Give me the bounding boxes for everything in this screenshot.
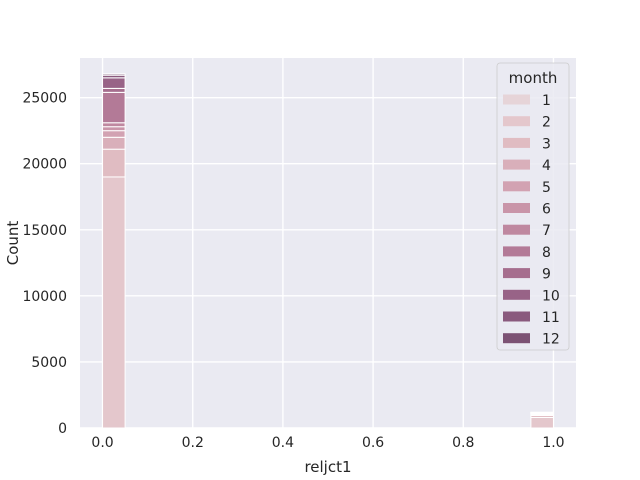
legend-label: 3 — [542, 136, 551, 152]
x-tick-label: 0.6 — [362, 435, 384, 451]
histogram-bar — [102, 176, 126, 429]
y-tick-label: 10000 — [22, 289, 67, 305]
plot-area — [80, 58, 576, 428]
x-tick-label: 0.8 — [452, 435, 474, 451]
legend-label: 10 — [542, 288, 560, 304]
y-tick-label: 25000 — [22, 91, 67, 107]
histogram-bar — [102, 136, 126, 150]
legend-swatch — [503, 116, 530, 127]
x-tick-label: 0.2 — [182, 435, 204, 451]
legend-label: 12 — [542, 332, 560, 348]
x-tick-label: 0.4 — [272, 435, 294, 451]
histogram-bar — [102, 148, 126, 178]
x-tick-label: 0.0 — [91, 435, 113, 451]
legend-label: 6 — [542, 202, 551, 218]
bars — [102, 73, 554, 429]
y-tick-labels: 0 5000 10000 15000 20000 25000 — [22, 91, 67, 437]
legend-label: 1 — [542, 93, 551, 109]
legend-label: 11 — [542, 310, 560, 326]
legend-swatch — [503, 224, 530, 235]
legend-swatch — [503, 94, 530, 105]
y-tick-label: 15000 — [22, 223, 67, 239]
legend-label: 9 — [542, 267, 551, 283]
legend-swatch — [503, 333, 530, 344]
legend-swatch — [503, 203, 530, 213]
legend-box — [496, 62, 570, 351]
histogram-bar — [102, 91, 126, 124]
x-tick-labels: 0.0 0.2 0.4 0.6 0.8 1.0 — [91, 435, 564, 451]
histogram-bar — [530, 416, 554, 429]
y-tick-label: 5000 — [31, 355, 67, 371]
histogram-bar — [102, 130, 126, 138]
legend-label: 5 — [542, 180, 551, 196]
histogram-bar — [102, 122, 126, 128]
legend-swatch — [503, 289, 530, 300]
histogram-bar — [102, 73, 126, 76]
legend-swatch — [503, 137, 530, 148]
legend-swatch — [503, 181, 530, 192]
legend-label: 4 — [542, 158, 551, 174]
y-axis-label: Count — [4, 221, 22, 266]
histogram-bar — [102, 126, 126, 132]
legend-title: month — [509, 69, 558, 87]
legend-swatch — [503, 246, 530, 257]
legend-label: 8 — [542, 245, 551, 261]
legend-swatch — [503, 311, 530, 322]
x-tick-label: 1.0 — [542, 435, 564, 451]
y-tick-label: 0 — [58, 421, 67, 437]
legend-swatch — [503, 159, 530, 170]
histogram-bar — [102, 77, 126, 89]
grid-lines — [80, 58, 576, 429]
legend-swatch — [503, 268, 530, 279]
x-axis-label: reljct1 — [304, 458, 351, 476]
legend-label: 2 — [542, 115, 551, 131]
histogram-bar — [102, 87, 126, 93]
legend-label: 7 — [542, 223, 551, 239]
y-tick-label: 20000 — [22, 157, 67, 173]
